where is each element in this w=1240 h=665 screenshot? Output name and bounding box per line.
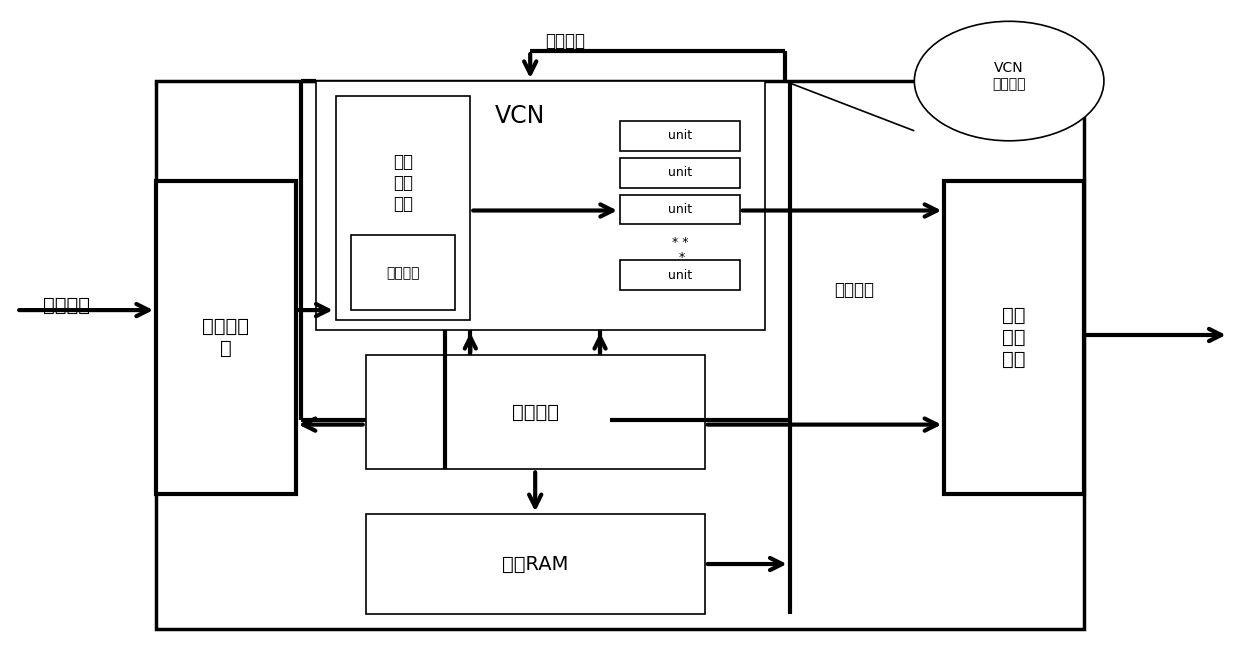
Text: VCN
计算单元: VCN 计算单元: [992, 61, 1025, 91]
Text: 消息RAM: 消息RAM: [502, 555, 568, 573]
Text: unit: unit: [668, 166, 692, 179]
Bar: [316, 81, 765, 330]
Bar: [620, 195, 740, 225]
Text: VCN: VCN: [495, 104, 546, 128]
Bar: [156, 81, 1084, 628]
Text: 译码
输出
结果: 译码 输出 结果: [1002, 306, 1025, 369]
Text: 分层
处理
单元: 分层 处理 单元: [393, 154, 413, 213]
Bar: [156, 181, 295, 494]
Text: 运算逻辑: 运算逻辑: [386, 266, 419, 280]
Text: unit: unit: [668, 269, 692, 282]
Text: 信道信息: 信道信息: [42, 296, 89, 315]
Bar: [366, 514, 704, 614]
Text: * *
 *: * * *: [672, 236, 688, 265]
Bar: [620, 260, 740, 290]
Text: unit: unit: [668, 129, 692, 142]
Bar: [351, 235, 455, 310]
Text: 控制逻辑: 控制逻辑: [512, 403, 559, 422]
Text: 初始化信
息: 初始化信 息: [202, 317, 249, 358]
Bar: [366, 355, 704, 469]
Bar: [945, 181, 1084, 494]
Bar: [336, 96, 470, 320]
Text: unit: unit: [668, 203, 692, 216]
Bar: [620, 121, 740, 151]
Text: 继续迭代: 继续迭代: [546, 32, 585, 51]
Bar: [620, 158, 740, 188]
Text: 迭代完成: 迭代完成: [835, 281, 874, 299]
Ellipse shape: [914, 21, 1104, 141]
